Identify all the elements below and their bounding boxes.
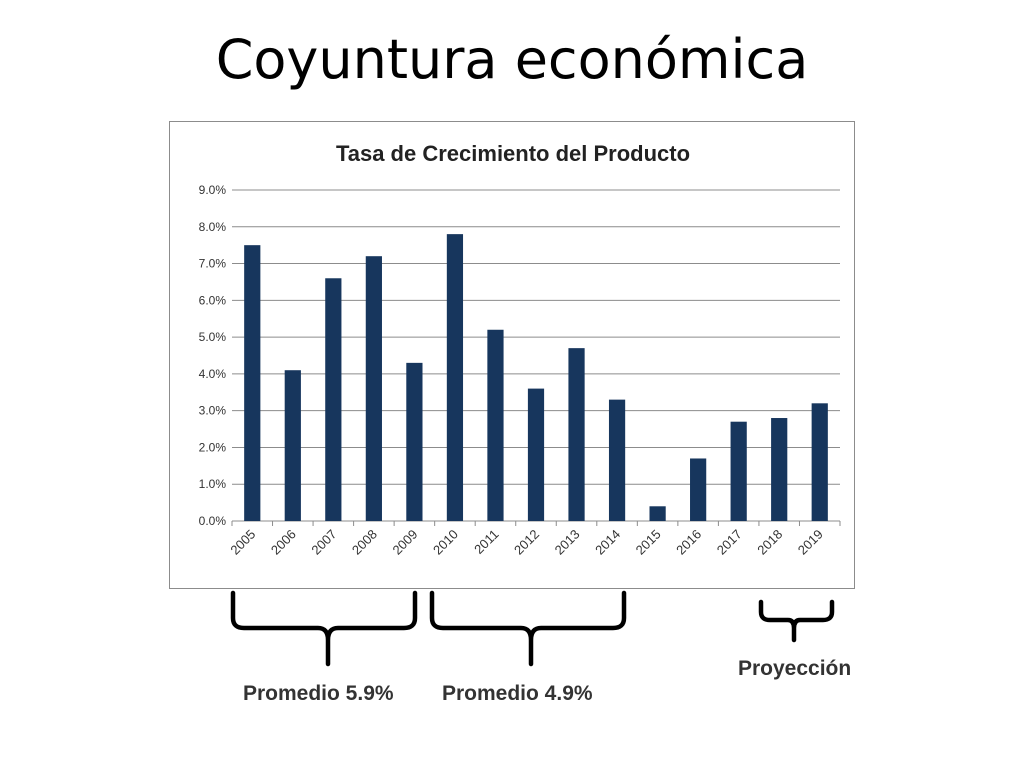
promedio-2005-2009-label: Promedio 5.9% [243,682,394,705]
promedio-2010-2014-label: Promedio 4.9% [442,682,593,705]
x-tick-label-2017: 2017 [714,527,745,558]
x-tick-label-2018: 2018 [754,527,785,558]
y-tick-label: 4.0% [199,367,227,381]
x-tick-label-2007: 2007 [308,527,339,558]
x-tick-label-2012: 2012 [511,527,542,558]
y-axis-ticks: 0.0% 1.0% 2.0% 3.0% 4.0% 5.0% 6.0% 7.0% 8.0% 9.0% [199,183,227,528]
bar-2018 [771,418,788,521]
bar-2014 [608,399,626,521]
x-tick-label-2009: 2009 [389,527,420,558]
slide-title: Coyuntura económica [215,28,809,91]
y-tick-label: 6.0% [199,293,227,307]
x-tick-label-2005: 2005 [227,527,258,558]
y-tick-label: 1.0% [199,477,227,491]
bar-2010 [446,234,464,521]
bar-2009 [406,362,423,521]
y-tick-label: 8.0% [199,220,227,234]
y-tick-label: 0.0% [199,514,227,528]
x-tick-label-2019: 2019 [795,527,826,558]
bar-2016 [690,458,707,521]
x-tick-label-2015: 2015 [633,527,664,558]
x-axis-ticks: 2005 2006 2007 2008 2009 2010 2011 2012 2013 2014… [227,521,841,558]
x-tick-label-2013: 2013 [552,527,583,558]
y-tick-label: 3.0% [199,404,227,418]
x-tick-label-2014: 2014 [592,527,623,558]
bar-2019 [811,403,828,521]
y-tick-label: 9.0% [199,183,227,197]
chart-title: Tasa de Crecimiento del Producto [336,141,690,166]
bar-2012 [527,388,545,521]
bar-2011 [487,329,504,521]
bar-2007 [325,278,342,521]
y-tick-label: 2.0% [199,440,227,454]
proyeccion-label: Proyección [738,657,852,680]
x-tick-label-2008: 2008 [349,527,380,558]
x-tick-label-2011: 2011 [471,527,501,557]
bar-2015 [649,506,666,521]
brace-2010-2014 [429,590,627,667]
bar-2017 [730,421,747,521]
bar-2006 [284,370,301,521]
bar-2013 [568,348,585,521]
x-tick-label-2010: 2010 [430,527,461,558]
x-tick-label-2016: 2016 [673,527,704,558]
brace-2005-2009 [230,590,418,667]
bar-2008 [365,256,382,521]
y-tick-label: 5.0% [199,330,227,344]
brace-2018-2019 [758,599,835,643]
chart-frame: Tasa de Crecimiento del Producto 0.0% 1.0… [169,121,855,589]
bar-chart: Tasa de Crecimiento del Producto 0.0% 1.0… [199,141,841,558]
bar-2005 [244,245,261,521]
y-tick-label: 7.0% [199,257,227,271]
bars [244,234,828,521]
x-tick-label-2006: 2006 [268,527,299,558]
